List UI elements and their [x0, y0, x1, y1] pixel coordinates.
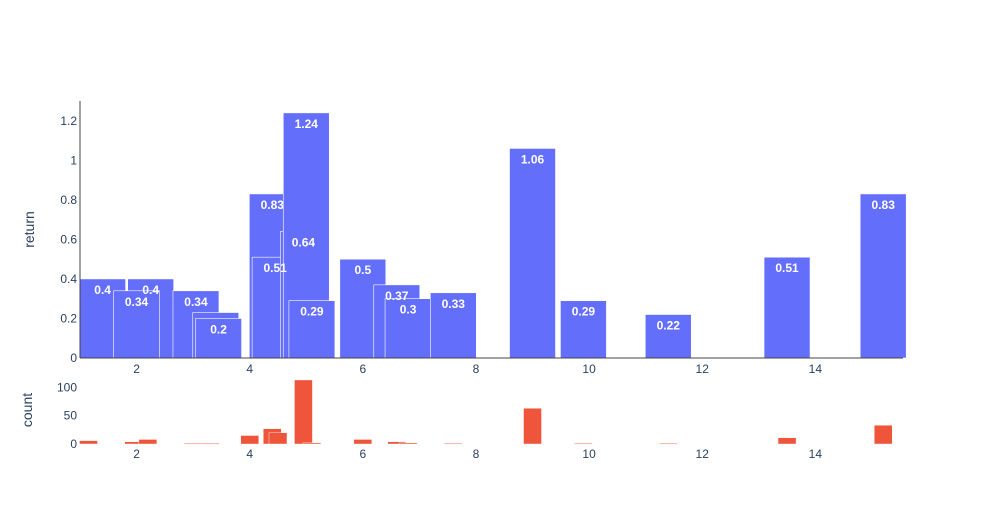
- return-bar-label-18: 0.51: [775, 261, 799, 275]
- count-bar-5: [240, 435, 259, 445]
- count-y-tick-label: 100: [57, 380, 77, 394]
- return-bar-10: [288, 300, 336, 359]
- return-bar-15: [509, 148, 556, 359]
- count-bar-7: [268, 432, 288, 445]
- count-bar-8: [294, 379, 313, 445]
- count-x-tick-label: 8: [473, 447, 480, 461]
- return-y-tick-label: 1.2: [60, 114, 77, 128]
- count-x-tick-label: 6: [359, 447, 366, 461]
- return-axis-title: return: [21, 211, 37, 248]
- count-bar-9: [302, 442, 322, 445]
- return-bar-label-10: 0.29: [300, 305, 324, 319]
- return-bar-label-19: 0.83: [872, 198, 896, 212]
- return-x-tick-label: 6: [359, 362, 366, 376]
- count-y-ticks: 0 50 100: [57, 380, 77, 451]
- return-y-tick-label: 0.4: [60, 272, 77, 286]
- count-panel: 0 50 100 2 4 6 8 10 12 14 count: [19, 379, 893, 461]
- return-bar-label-8: 0.64: [292, 235, 316, 249]
- return-bar-label-5: 0.2: [210, 322, 227, 336]
- return-bar-label-1: 0.4: [142, 283, 159, 297]
- return-bar-19: [859, 193, 907, 359]
- return-x-tick-label: 12: [696, 362, 710, 376]
- return-bar-18: [763, 256, 811, 359]
- return-bar-label-0: 0.4: [94, 283, 111, 297]
- count-bar-14: [523, 408, 542, 445]
- return-bar-17: [644, 314, 692, 359]
- count-x-tick-label: 12: [696, 447, 710, 461]
- count-bar-12: [398, 442, 418, 445]
- return-bar-label-6: 0.83: [261, 198, 285, 212]
- return-bar-label-12: 0.37: [385, 289, 409, 303]
- return-y-tick-label: 0.8: [60, 193, 77, 207]
- count-bar-4: [200, 443, 220, 445]
- count-bar-17: [777, 437, 797, 445]
- count-bars: [79, 379, 893, 445]
- return-bar-label-14: 0.33: [442, 297, 466, 311]
- count-x-ticks: 2 4 6 8 10 12 14: [133, 447, 822, 461]
- return-x-tick-label: 10: [582, 362, 596, 376]
- return-bar-16: [560, 300, 607, 359]
- return-x-tick-label: 2: [133, 362, 140, 376]
- return-bar-label-17: 0.22: [657, 319, 681, 333]
- return-bars: [79, 112, 907, 359]
- return-y-ticks: 0 0.2 0.4 0.6 0.8 1 1.2: [60, 114, 77, 365]
- count-axis-title: count: [19, 393, 35, 427]
- count-y-tick-label: 50: [64, 409, 78, 423]
- count-bar-10: [353, 439, 373, 445]
- return-x-tick-label: 4: [246, 362, 253, 376]
- return-bar-label-11: 0.5: [354, 263, 371, 277]
- count-bar-3: [183, 443, 203, 445]
- count-x-tick-label: 2: [133, 447, 140, 461]
- return-bar-label-3: 0.34: [184, 295, 208, 309]
- count-x-tick-label: 14: [809, 447, 823, 461]
- count-bar-18: [874, 425, 893, 445]
- count-x-tick-label: 4: [246, 447, 253, 461]
- return-x-tick-label: 8: [473, 362, 480, 376]
- count-bar-0: [79, 440, 98, 445]
- return-bar-label-15: 1.06: [521, 152, 545, 166]
- count-y-tick-label: 0: [70, 437, 77, 451]
- count-bar-15: [574, 443, 593, 445]
- return-bar-label-16: 0.29: [572, 305, 596, 319]
- return-y-tick-label: 0: [70, 351, 77, 365]
- return-bar-5: [195, 318, 242, 359]
- return-bar-2: [113, 290, 160, 359]
- return-bar-label-2: 0.34: [125, 295, 149, 309]
- return-bar-label-9: 1.24: [295, 117, 319, 131]
- return-y-tick-label: 1: [70, 153, 77, 167]
- return-bar-13: [384, 298, 432, 359]
- count-bar-2: [138, 439, 158, 445]
- return-y-tick-label: 0.2: [60, 311, 77, 325]
- count-x-tick-label: 10: [582, 447, 596, 461]
- return-panel: 0.4 0.40.34 0.340.20.830.510.641.240.290.5…: [21, 101, 907, 376]
- count-bar-16: [659, 443, 678, 445]
- return-y-tick-label: 0.6: [60, 232, 77, 246]
- return-bar-labels: 0.4 0.40.34 0.340.20.830.510.641.240.290.5…: [94, 117, 895, 337]
- return-bar-14: [430, 292, 477, 359]
- return-x-tick-label: 14: [809, 362, 823, 376]
- return-bar-label-13: 0.3: [400, 303, 417, 317]
- return-x-ticks: 2 4 6 8 10 12 14: [133, 362, 822, 376]
- return-bar-label-7: 0.51: [263, 261, 287, 275]
- count-bar-13: [444, 443, 463, 445]
